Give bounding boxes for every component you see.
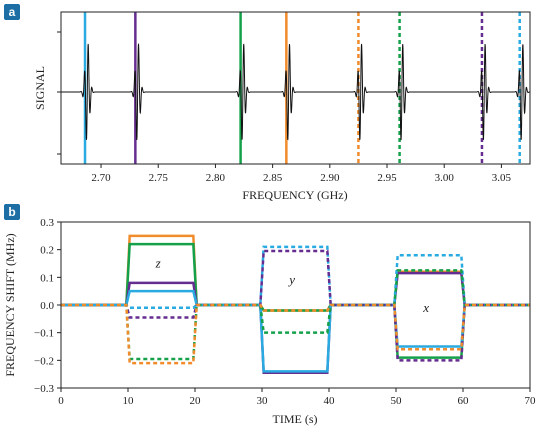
panel-a-x-tick-label: 2.95 <box>377 172 397 184</box>
panel-b-y-tick-label: −0.1 <box>34 328 54 340</box>
panel-a-x-tick-label: 2.80 <box>206 172 226 184</box>
window-label-y: y <box>287 272 295 287</box>
shift-series-2 <box>61 242 530 359</box>
panel-b-y-tick-label: −0.2 <box>34 355 54 367</box>
shift-series-3 <box>61 271 530 375</box>
panel-a-x-tick-label: 3.00 <box>435 172 455 184</box>
panel-a-x-tick-label: 2.90 <box>320 172 340 184</box>
panel-b-x-tick-label: 60 <box>458 395 470 407</box>
panel-b-y-tick-label: 0.2 <box>40 245 54 257</box>
shift-series-5 <box>61 245 530 310</box>
panel-b-badge-label: b <box>8 205 15 219</box>
panel-a-x-tick-label: 2.85 <box>263 172 283 184</box>
shift-series-4 <box>61 289 530 373</box>
panel-b-x-tick-label: 50 <box>391 395 403 407</box>
panel-b-y-tick-label: 0.3 <box>40 217 54 229</box>
panel-a: a 2.70 2.75 2.80 2.85 2.90 2.95 3.00 3.05 FREQU… <box>4 4 531 202</box>
panel-b: b z y x 0 10 20 30 40 50 60 70 −0.3 −0.2 −0.1 0.0 0.1 0… <box>3 204 536 426</box>
panel-b-badge <box>4 204 20 220</box>
panel-b-x-tick-label: 70 <box>525 395 537 407</box>
panel-b-x-tick-label: 10 <box>123 395 135 407</box>
shift-series-7 <box>61 269 530 361</box>
signal-trace <box>61 42 531 141</box>
panel-b-y-axis-label: FREQUENCY SHIFT (MHz) <box>3 233 17 376</box>
panel-a-x-tick-label: 3.05 <box>492 172 512 184</box>
window-label-z: z <box>155 256 161 271</box>
panel-b-x-tick-label: 0 <box>58 395 64 407</box>
panel-a-x-axis-label: FREQUENCY (GHz) <box>242 188 347 202</box>
panel-a-y-axis-label: SIGNAL <box>33 66 47 110</box>
panel-b-frame <box>60 221 531 389</box>
panel-b-y-tick-label: −0.3 <box>34 383 54 395</box>
panel-a-badge <box>4 4 20 20</box>
panel-a-x-tick-label: 2.75 <box>149 172 169 184</box>
panel-a-badge-label: a <box>9 5 16 19</box>
panel-b-y-tick-label: 0.1 <box>40 272 54 284</box>
panel-b-x-axis-label: TIME (s) <box>273 412 318 426</box>
panel-b-x-tick-label: 40 <box>324 395 336 407</box>
window-label-x: x <box>422 300 429 315</box>
shift-series-8 <box>61 303 530 365</box>
panel-a-x-tick-label: 2.70 <box>91 172 111 184</box>
panel-a-frame <box>60 11 531 165</box>
panel-b-x-tick-label: 20 <box>190 395 202 407</box>
shift-series-6 <box>61 249 530 362</box>
panel-b-y-tick-label: 0.0 <box>40 300 54 312</box>
panel-b-x-tick-label: 30 <box>257 395 269 407</box>
